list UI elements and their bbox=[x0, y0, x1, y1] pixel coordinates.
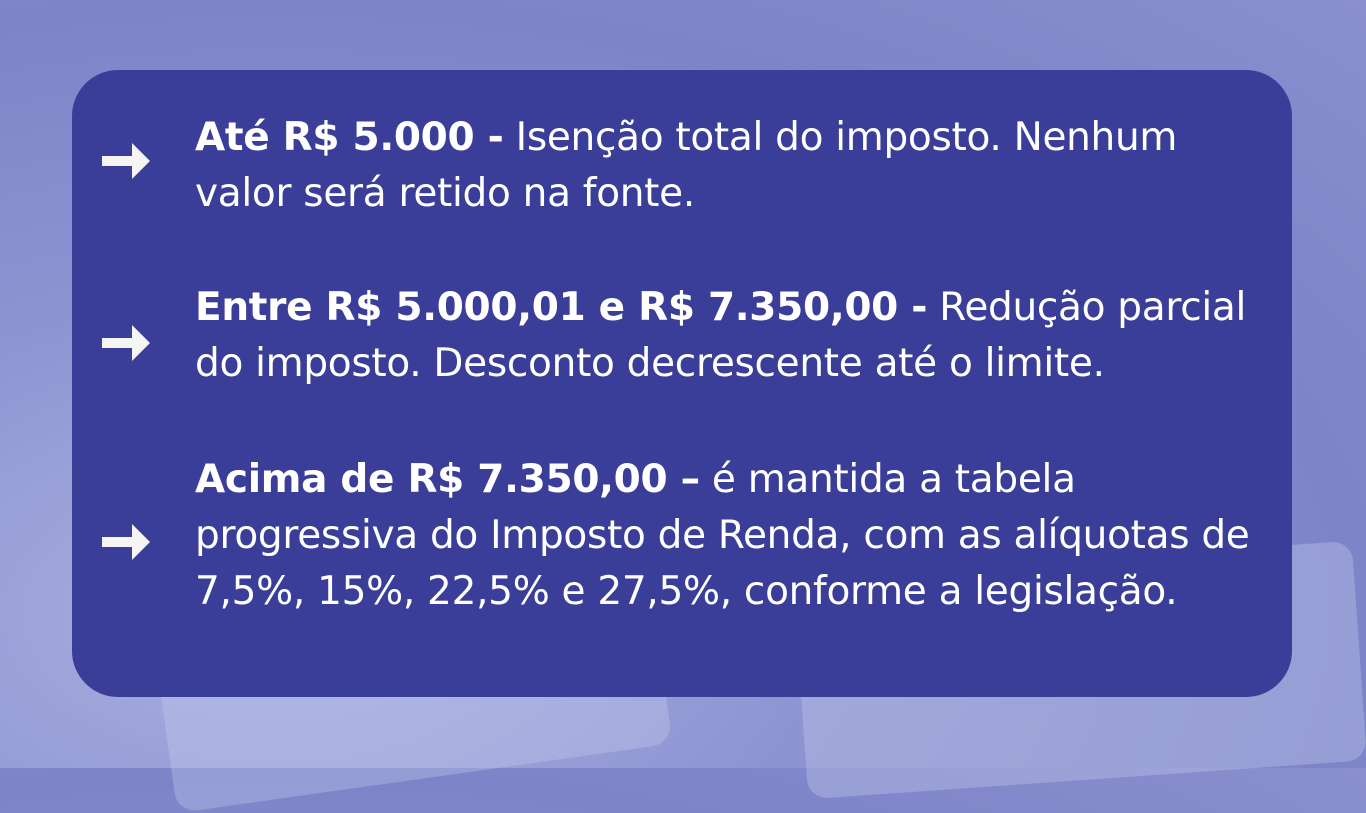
bracket-description: Redução parcial do imposto. Desconto dec… bbox=[195, 285, 1247, 386]
bracket-description: é mantida a tabela progressiva do Impost… bbox=[195, 457, 1250, 614]
arrow-right-icon bbox=[102, 325, 150, 361]
bracket-text: Até R$ 5.000 - Isenção total do imposto.… bbox=[195, 110, 1275, 222]
arrow-right-icon bbox=[102, 524, 150, 560]
bracket-text: Entre R$ 5.000,01 e R$ 7.350,00 - Reduçã… bbox=[195, 280, 1275, 392]
bracket-range: Entre R$ 5.000,01 e R$ 7.350,00 - bbox=[195, 285, 928, 330]
bracket-text: Acima de R$ 7.350,00 – é mantida a tabel… bbox=[195, 452, 1275, 620]
bracket-description: Isenção total do imposto. Nenhum valor s… bbox=[195, 115, 1178, 216]
arrow-right-icon bbox=[102, 143, 150, 179]
info-panel: Até R$ 5.000 - Isenção total do imposto.… bbox=[72, 70, 1292, 697]
bracket-range: Acima de R$ 7.350,00 – bbox=[195, 457, 700, 502]
bracket-range: Até R$ 5.000 - bbox=[195, 115, 504, 160]
